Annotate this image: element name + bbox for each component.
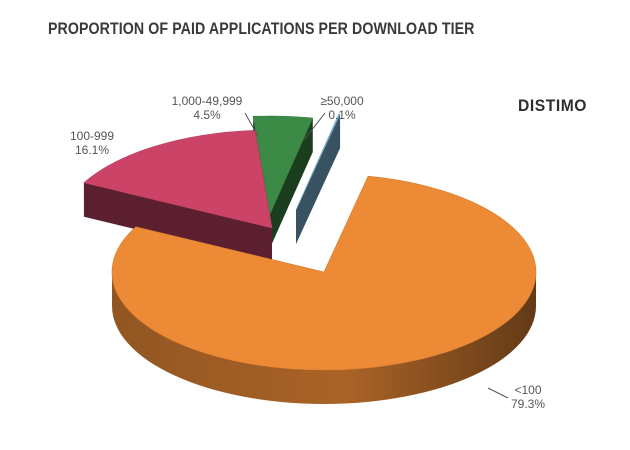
slice-label-100-999: 100-999 [70,129,114,143]
slice-edge-1-000-49-999-1 [270,118,313,248]
slice-value-100: 79.3% [511,397,545,411]
slice-value-100-999: 16.1% [75,143,109,157]
slice-value-50-000: 0.1% [328,108,356,122]
slice-edge-50-000-1 [296,114,341,244]
pie-tops [83,113,537,371]
slice-label-100: <100 [514,383,541,397]
slice-label-1-000-49-999: 1,000-49,999 [172,94,243,108]
slice-value-1-000-49-999: 4.5% [193,108,221,122]
slice-100 [111,175,537,371]
leader-1-000-49-999 [244,112,259,137]
chart-title: PROPORTION OF PAID APPLICATIONS PER DOWN… [48,20,475,38]
slice-wall-100-0 [112,272,536,404]
slice-100-999 [83,130,273,229]
distimo-logo: DISTIMO [518,96,588,115]
leader-100 [487,387,509,399]
slice-50-000 [295,113,341,211]
label-leaders [244,112,509,399]
slice-label-50-000: ≥50,000 [320,94,364,108]
slice-1-000-49-999 [252,115,314,216]
leader-50-000 [303,112,326,141]
slice-edge-100-999-0 [83,182,272,262]
